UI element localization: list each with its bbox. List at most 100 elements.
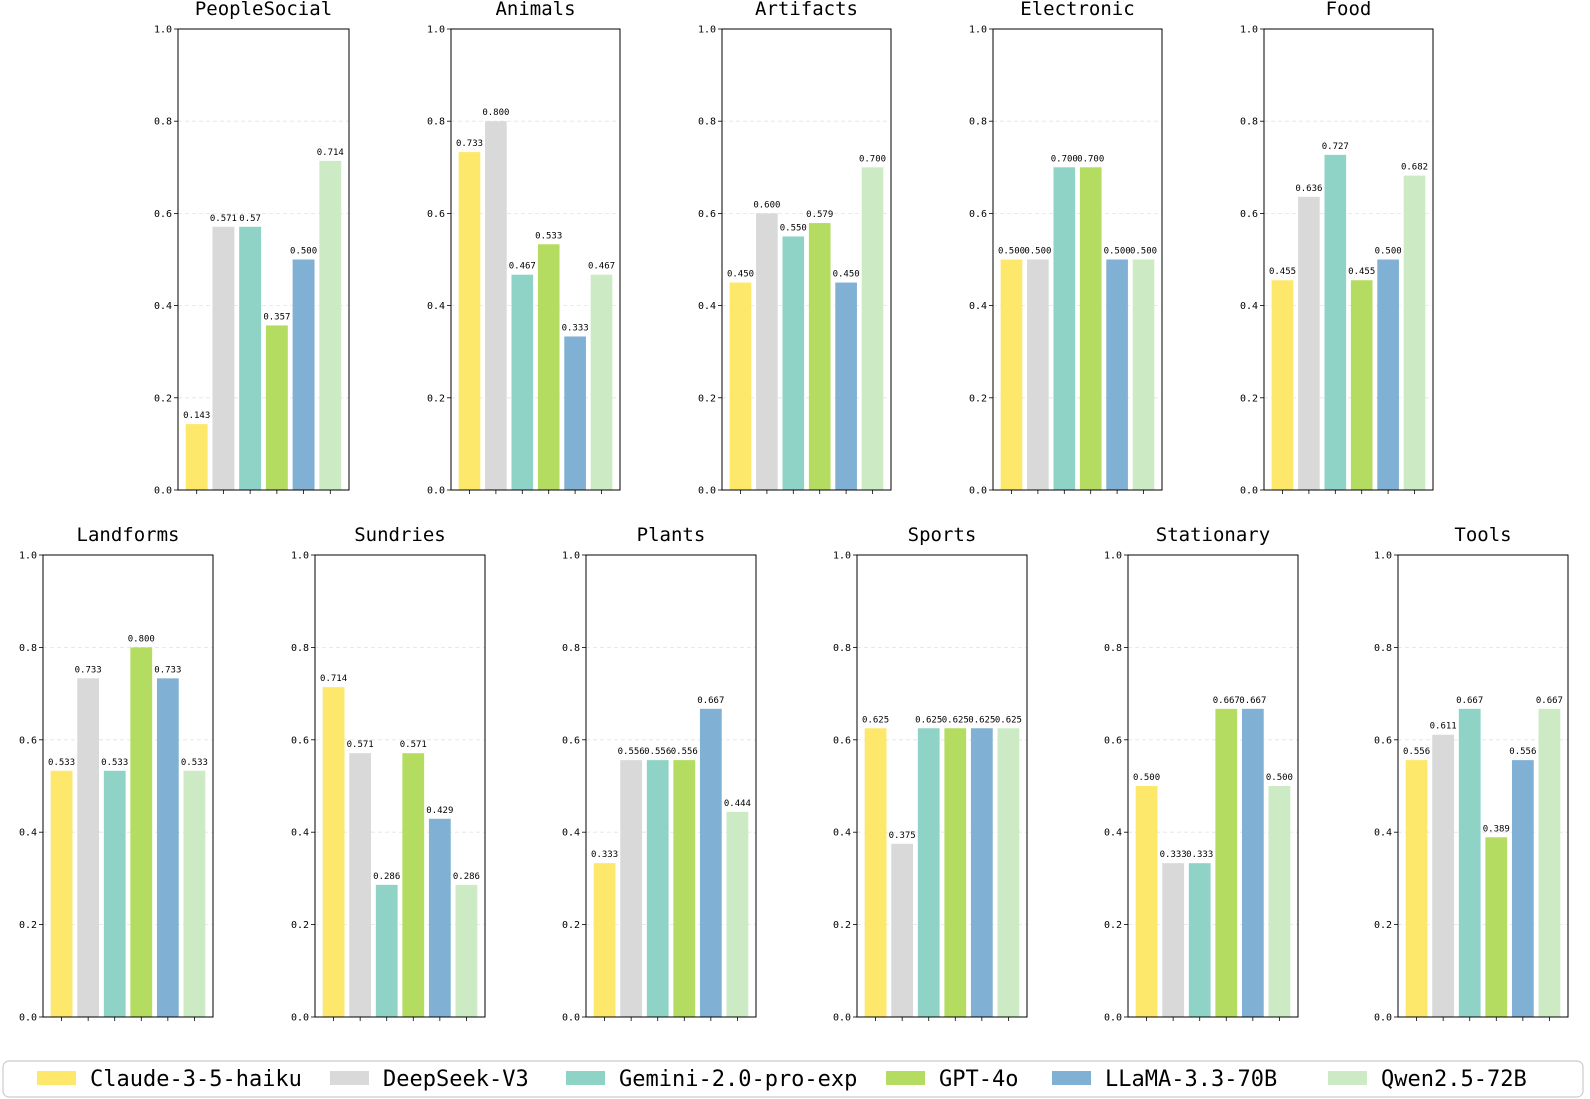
data-label: 0.550 (780, 223, 807, 233)
data-label: 0.625 (942, 715, 969, 725)
bar-deepseek-v3 (212, 226, 235, 491)
y-tick-label: 0.6 (154, 209, 172, 220)
data-label: 0.333 (1186, 850, 1213, 860)
panel-title: Tools (1454, 524, 1511, 546)
data-label: 0.571 (347, 740, 374, 750)
bar-llama-3-3-70b (564, 336, 586, 490)
data-label: 0.533 (535, 231, 562, 241)
y-tick-label: 0.8 (1240, 117, 1258, 128)
data-label: 0.667 (1213, 696, 1240, 706)
y-tick-label: 0.2 (562, 920, 580, 931)
y-tick-label: 0.2 (1240, 393, 1258, 404)
axes-frame (1127, 554, 1299, 1018)
y-tick-label: 1.0 (698, 25, 716, 36)
axes-frame (721, 28, 892, 491)
panel-food: 0.4550.6360.7270.4550.5000.6820.00.20.40… (1240, 0, 1434, 497)
panel-title: Food (1326, 0, 1372, 20)
bar-gemini-2-0-pro-exp (239, 226, 262, 491)
y-tick-label: 0.6 (1104, 735, 1122, 746)
panel-title: Plants (637, 524, 706, 546)
panel-tools: 0.556 0.611 0.667 0.389 0.556 0.667 0.0 0.2 0.4 0… (1374, 524, 1569, 1024)
y-tick-label: 0.2 (291, 920, 309, 931)
data-label: 0.625 (968, 715, 995, 725)
data-label: 0.455 (1348, 267, 1375, 277)
y-tick-label: 0.6 (19, 735, 37, 746)
bar-qwen2-5-72b (1538, 708, 1561, 1017)
y-tick-label: 0.0 (291, 1013, 309, 1024)
bar-deepseek-v3 (485, 121, 507, 490)
y-tick-label: 0.8 (1104, 643, 1122, 654)
panel-title: Animals (495, 0, 575, 20)
data-label: 0.556 (671, 747, 698, 757)
bar-deepseek-v3 (1432, 734, 1455, 1017)
data-label: 0.333 (562, 323, 589, 333)
panel-title: PeopleSocial (195, 0, 332, 20)
bar-llama-3-3-70b (292, 259, 315, 490)
bar-gemini-2-0-pro-exp (375, 884, 398, 1017)
y-tick-label: 0.8 (833, 643, 851, 654)
bar-llama-3-3-70b (1377, 259, 1399, 490)
y-tick-label: 0.4 (427, 301, 445, 312)
bar-deepseek-v3 (891, 843, 914, 1017)
bar-qwen2-5-72b (590, 274, 613, 490)
y-tick-label: 0.2 (19, 920, 37, 931)
legend-item: DeepSeek-V3 (330, 1067, 529, 1092)
y-tick-label: 0.4 (1240, 301, 1258, 312)
data-label: 0.667 (1536, 696, 1563, 706)
bar-claude-3-5-haiku (1405, 760, 1428, 1017)
bar-gpt-4o (537, 244, 560, 490)
bar-gpt-4o (944, 728, 967, 1017)
y-tick-label: 1.0 (562, 551, 580, 562)
panel-animals: 0.733 0.800 0.467 0.533 0.333 0.467 0.0 0.2 0.4 0… (427, 0, 621, 497)
bar-claude-3-5-haiku (864, 728, 887, 1017)
legend: Claude-3-5-haiku DeepSeek-V3 Gemini-2.0-pr… (2, 1060, 1584, 1098)
legend-swatch (1052, 1071, 1091, 1085)
bar-qwen2-5-72b (726, 811, 749, 1017)
data-label: 0.556 (644, 747, 671, 757)
legend-item: Claude-3-5-haiku (37, 1067, 302, 1092)
data-label: 0.556 (618, 747, 645, 757)
legend-label: LLaMA-3.3-70B (1105, 1067, 1277, 1092)
data-label: 0.389 (1483, 824, 1510, 834)
y-tick-label: 1.0 (833, 551, 851, 562)
bar-qwen2-5-72b (1268, 786, 1291, 1017)
y-tick-label: 0.8 (291, 643, 309, 654)
bar-gpt-4o (402, 753, 425, 1017)
y-tick-label: 0.0 (1374, 1013, 1392, 1024)
data-label: 0.571 (210, 214, 237, 224)
bar-llama-3-3-70b (428, 818, 451, 1017)
bar-gemini-2-0-pro-exp (1188, 863, 1211, 1017)
bar-gemini-2-0-pro-exp (511, 274, 534, 490)
data-label: 0.533 (48, 758, 75, 768)
y-tick-label: 1.0 (154, 25, 172, 36)
y-tick-label: 0.6 (427, 209, 445, 220)
data-label: 0.667 (697, 696, 724, 706)
bar-claude-3-5-haiku (1000, 259, 1023, 490)
legend-label: GPT-4o (939, 1067, 1018, 1092)
data-label: 0.611 (1430, 722, 1457, 732)
y-tick-label: 0.8 (427, 117, 445, 128)
data-label: 0.500 (1130, 247, 1157, 257)
bar-claude-3-5-haiku (50, 770, 73, 1017)
data-label: 0.500 (1104, 247, 1131, 257)
data-label: 0.714 (320, 674, 347, 684)
bar-claude-3-5-haiku (729, 282, 752, 490)
bar-gpt-4o (1350, 280, 1373, 490)
y-tick-label: 0.2 (1104, 920, 1122, 931)
data-label: 0.444 (724, 799, 751, 809)
panel-peoplesocial: 0.143 0.571 0.57 0.357 0.500 0.714 0.0 0.2 0.4 0.… (154, 0, 350, 497)
y-tick-label: 0.4 (1374, 828, 1392, 839)
y-tick-label: 0.8 (562, 643, 580, 654)
bar-qwen2-5-72b (997, 728, 1020, 1017)
data-label: 0.733 (456, 139, 483, 149)
legend-label: Qwen2.5-72B (1381, 1067, 1527, 1092)
data-label: 0.57 (239, 214, 261, 224)
data-label: 0.467 (588, 262, 615, 272)
legend-item: LLaMA-3.3-70B (1052, 1067, 1277, 1092)
data-label: 0.357 (263, 312, 290, 322)
data-label: 0.500 (1024, 247, 1051, 257)
data-label: 0.450 (727, 270, 754, 280)
y-tick-label: 0.4 (291, 828, 309, 839)
y-tick-label: 0.6 (291, 735, 309, 746)
